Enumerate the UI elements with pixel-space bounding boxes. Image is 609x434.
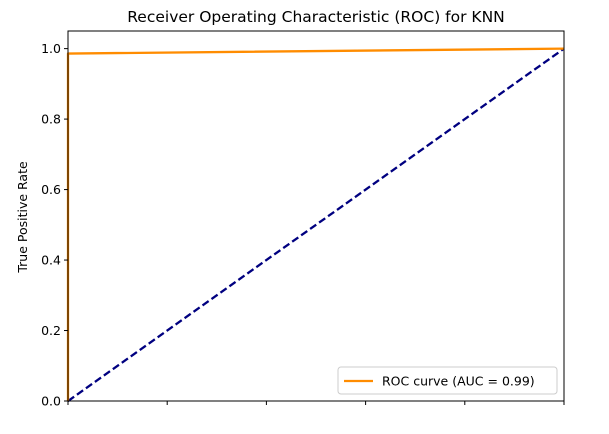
y-tick-label: 1.0	[41, 41, 61, 56]
y-tick-label: 0.8	[41, 112, 61, 127]
chart-title: Receiver Operating Characteristic (ROC) …	[127, 8, 505, 26]
y-tick-label: 0.2	[41, 323, 61, 338]
plot-area	[66, 47, 565, 402]
legend: ROC curve (AUC = 0.99)	[337, 366, 558, 395]
y-tick-label: 0.6	[41, 182, 61, 197]
legend-label: ROC curve (AUC = 0.99)	[382, 374, 535, 389]
chance-diagonal-line	[67, 47, 565, 402]
plot-frame	[67, 30, 565, 402]
axis-ticks: 0.0 0.2 0.4 0.6 0.8 1.0	[41, 41, 565, 409]
y-tick-label: 0.4	[41, 253, 61, 268]
y-axis-label: True Positive Rate	[15, 161, 30, 274]
legend-box	[337, 366, 558, 395]
y-tick-label: 0.0	[41, 394, 61, 409]
